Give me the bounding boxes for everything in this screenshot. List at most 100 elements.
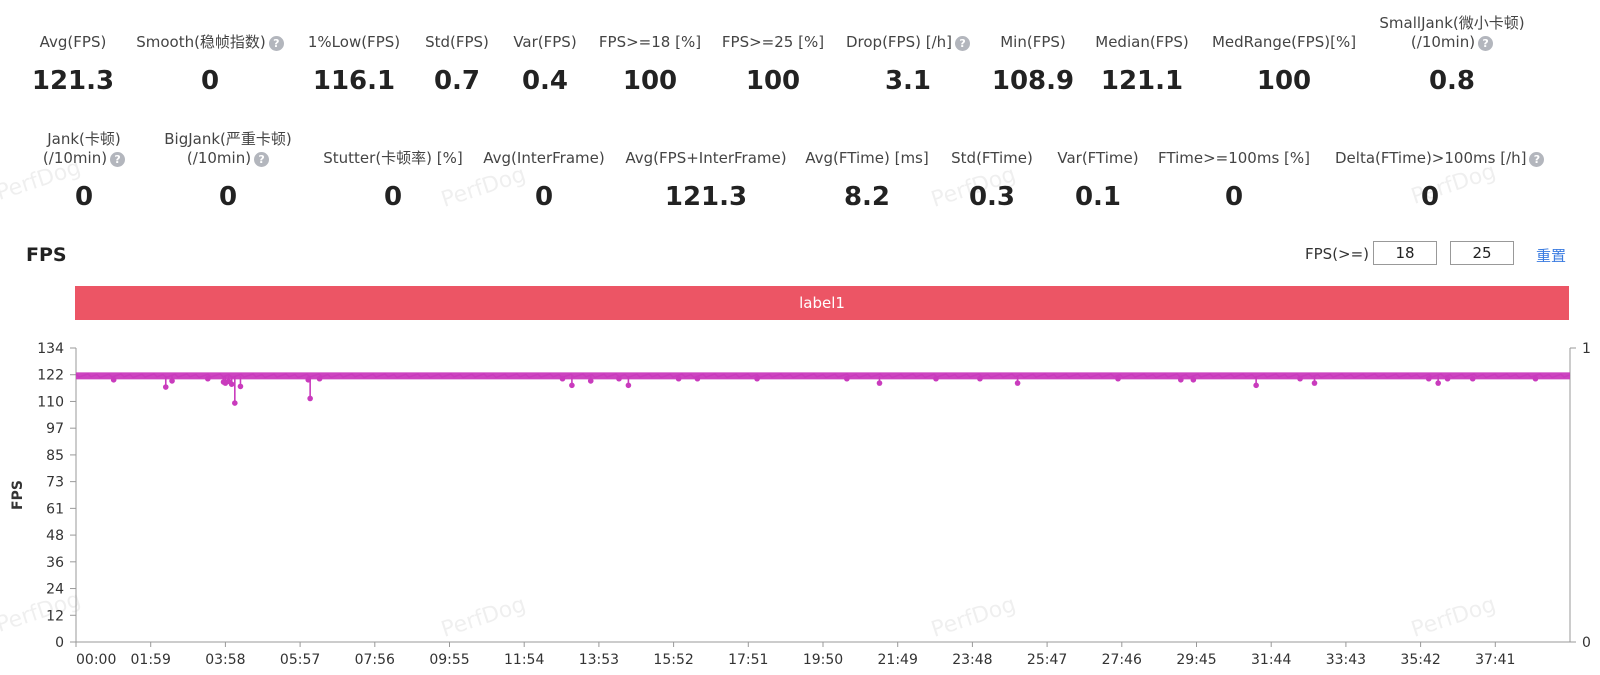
help-icon[interactable]: ? [110, 152, 126, 167]
fps-dip-point [754, 375, 760, 382]
y2-tick-label: 0 [1582, 635, 1591, 651]
fps-dip-point [316, 375, 323, 382]
fps-dip-point [1190, 377, 1197, 383]
x-tick-label: 11:54 [504, 652, 544, 668]
fps-dip-point [1311, 380, 1318, 386]
metric-label: Avg(InterFrame) [483, 149, 605, 167]
metric-value: 108.9 [991, 66, 1075, 96]
fps-dip-point [1425, 375, 1432, 382]
metric-value: 0 [1224, 182, 1244, 212]
help-icon[interactable]: ? [254, 152, 270, 167]
fps-dip-point [844, 375, 850, 382]
x-tick-label: 17:51 [728, 652, 768, 668]
x-tick-label: 01:59 [131, 652, 171, 668]
metric-value: 0 [218, 182, 238, 212]
metric-cell: Jank(卡顿) (/10min)? 0 [0, 130, 179, 212]
x-tick-label: 19:50 [803, 652, 843, 668]
x-tick-label: 25:47 [1027, 652, 1067, 668]
metric-cell: Std(FTime) 0.3 [897, 149, 1087, 212]
help-icon[interactable]: ? [1478, 36, 1494, 51]
metric-cell: Std(FPS) 0.7 [372, 33, 542, 96]
x-tick-label: 05:57 [280, 652, 320, 668]
metric-cell: Avg(FTime) [ms] 8.2 [772, 149, 962, 212]
fps-dip-point [587, 378, 594, 384]
x-tick-label: 31:44 [1251, 652, 1291, 668]
y-tick-label: 36 [46, 555, 64, 571]
metric-cell: FPS>=25 [%] 100 [688, 33, 858, 96]
metric-label: Std(FTime) [951, 149, 1033, 167]
label-bar[interactable]: label1 [75, 286, 1569, 320]
metric-value: 116.1 [312, 66, 396, 96]
fps-dip-point [169, 378, 175, 384]
y-tick-label: 122 [37, 368, 64, 384]
metric-unit: (/10min) [42, 149, 108, 167]
fps-dip-point [1178, 377, 1184, 383]
metric-value: 0.4 [521, 66, 569, 96]
metric-cell: Avg(FPS+InterFrame) 121.3 [611, 149, 801, 212]
x-tick-label: 33:43 [1326, 652, 1366, 668]
fps-dip-point [307, 395, 313, 402]
metric-label: FTime>=100ms [%] [1158, 149, 1310, 167]
fps-dip-point [1469, 375, 1476, 382]
fps-dip-point [569, 382, 575, 389]
metric-label: Smooth(稳帧指数) [136, 33, 266, 51]
fps-dip-point [616, 375, 622, 382]
fps-series-band [76, 372, 1570, 380]
metric-cell: BigJank(严重卡顿) (/10min)? 0 [133, 130, 323, 212]
metric-cell: Avg(FPS) 121.3 [0, 33, 158, 96]
y-tick-label: 48 [46, 528, 64, 544]
metric-label: Jank(卡顿) [47, 130, 121, 148]
metric-value: 0.7 [433, 66, 481, 96]
metric-cell: FTime>=100ms [%] 0 [1139, 149, 1329, 212]
metric-value: 121.3 [664, 182, 748, 212]
fps-dip-point [162, 384, 169, 390]
fps-threshold-input-2[interactable] [1450, 241, 1514, 265]
metric-value: 0.3 [968, 182, 1016, 212]
metric-cell: Stutter(卡顿率) [%] 0 [298, 149, 488, 212]
metric-label: SmallJank(微小卡顿) [1379, 14, 1525, 32]
fps-dip-point [876, 380, 883, 386]
x-tick-label: 35:42 [1400, 652, 1440, 668]
metric-label: Min(FPS) [1000, 33, 1066, 51]
fps-dip-point [1297, 375, 1303, 382]
metric-value: 100 [745, 66, 801, 96]
fps-threshold-input-1[interactable] [1373, 241, 1437, 265]
metric-label: FPS>=18 [%] [598, 33, 702, 51]
metric-label: BigJank(严重卡顿) [164, 130, 292, 148]
metric-value: 8.2 [843, 182, 891, 212]
reset-button[interactable]: 重置 [1536, 247, 1567, 265]
x-tick-label: 37:41 [1475, 652, 1515, 668]
help-icon[interactable]: ? [955, 36, 971, 51]
metric-cell: Smooth(稳帧指数)? 0 [125, 33, 295, 96]
y-tick-label: 85 [46, 448, 64, 464]
metric-label: Drop(FPS) [/h] [845, 33, 953, 51]
x-tick-label: 15:52 [653, 652, 693, 668]
help-icon[interactable]: ? [268, 36, 284, 51]
metric-label: Avg(FPS) [39, 33, 107, 51]
fps-dip-point [205, 375, 211, 382]
y-tick-label: 97 [46, 421, 64, 437]
x-tick-label: 03:58 [205, 652, 245, 668]
metric-value: 0 [1420, 182, 1440, 212]
fps-dip-point [237, 383, 244, 390]
help-icon[interactable]: ? [1529, 152, 1545, 167]
metric-value: 121.1 [1100, 66, 1184, 96]
x-tick-label: 21:49 [878, 652, 918, 668]
metric-label: MedRange(FPS)[%] [1211, 33, 1357, 51]
metric-label: Stutter(卡顿率) [%] [323, 149, 463, 167]
metric-cell: 1%Low(FPS) 116.1 [269, 33, 439, 96]
fps-dip-point [933, 375, 939, 382]
y2-tick-label: 1 [1582, 341, 1591, 357]
metric-label: Avg(FPS+InterFrame) [625, 149, 787, 167]
metric-value: 0 [534, 182, 554, 212]
metric-label: Var(FTime) [1057, 149, 1139, 167]
metric-label: Delta(FTime)>100ms [/h] [1335, 149, 1527, 167]
metric-value: 0 [74, 182, 94, 212]
fps-series-line [75, 373, 1571, 379]
metric-cell: Avg(InterFrame) 0 [449, 149, 639, 212]
metric-value: 0.8 [1428, 66, 1476, 96]
section-title: FPS [26, 244, 67, 266]
y-tick-label: 12 [46, 608, 64, 624]
y-axis-label: FPS [10, 480, 26, 510]
metric-cell: FPS>=18 [%] 100 [565, 33, 735, 96]
